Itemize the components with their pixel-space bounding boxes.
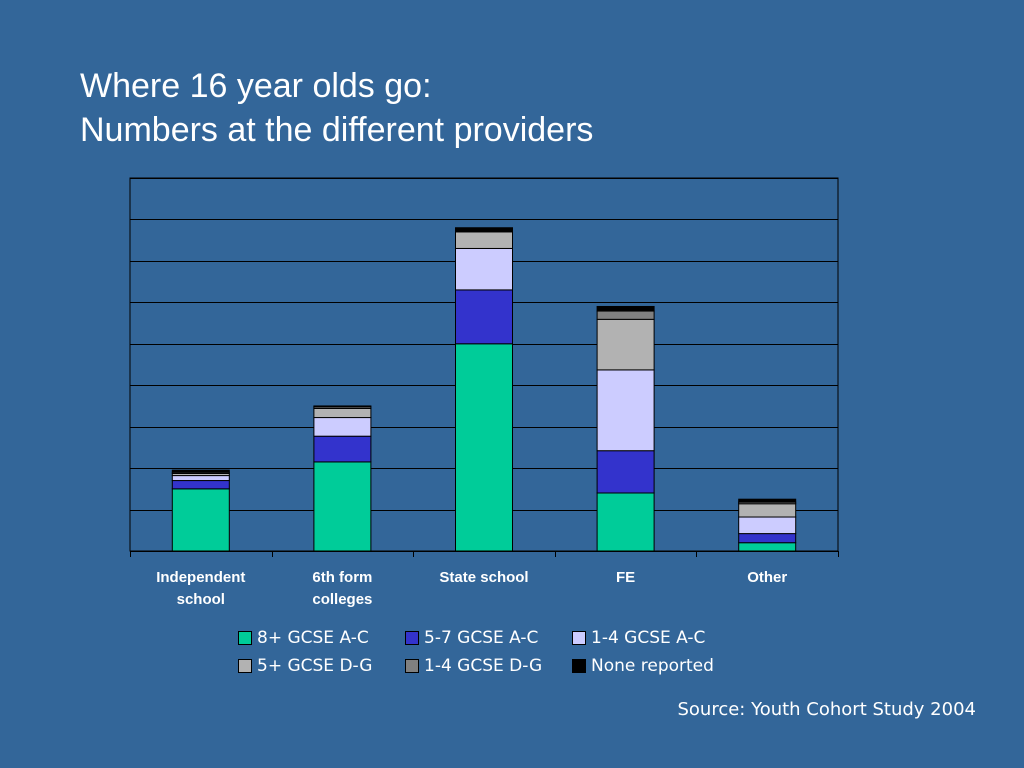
title-line-2: Numbers at the different providers	[80, 111, 594, 149]
bar-segment-2-4	[313, 407, 372, 419]
legend-label: 8+ GCSE A-C	[257, 628, 369, 648]
bar-segment-5-3	[738, 516, 797, 535]
bar-segment-4-6	[596, 305, 655, 312]
category-label-line: FE	[616, 569, 635, 586]
category-label-2: 6th form colleges	[312, 569, 372, 608]
legend-label: 1-4 GCSE D-G	[424, 656, 543, 676]
category-label-line: school	[177, 591, 225, 608]
bar-segment-1-3	[171, 475, 230, 482]
legend-label: 1-4 GCSE A-C	[591, 628, 706, 648]
category-label-3: State school	[439, 569, 528, 586]
bar-segment-5-1	[738, 542, 797, 552]
legend-item-5: 1-4 GCSE D-G	[405, 656, 572, 676]
bar-segment-1-6	[171, 469, 230, 473]
source-note: Source: Youth Cohort Study 2004	[677, 699, 976, 720]
bar-segment-4-5	[596, 310, 655, 320]
legend-swatch	[405, 659, 419, 673]
legend-swatch	[238, 659, 252, 673]
bar-segment-1-1	[171, 488, 230, 552]
category-label-5: Other	[747, 569, 787, 586]
bar-segment-2-1	[313, 461, 372, 552]
legend-item-3: 1-4 GCSE A-C	[572, 628, 742, 648]
slide-title: Where 16 year olds go: Numbers at the di…	[80, 64, 593, 152]
bar-segment-4-1	[596, 492, 655, 552]
bar-segment-4-3	[596, 369, 655, 452]
bar-segment-1-2	[171, 480, 230, 490]
chart-legend: 8+ GCSE A-C 5-7 GCSE A-C 1-4 GCSE A-C 5+ GC…	[238, 628, 742, 676]
bar-segment-2-3	[313, 417, 372, 437]
category-label-line: Independent	[156, 569, 245, 586]
legend-swatch	[238, 631, 252, 645]
bar-segment-5-4	[738, 503, 797, 518]
category-label-line: 6th form	[312, 569, 372, 586]
bar-segment-3-3	[455, 247, 513, 291]
legend-item-4: 5+ GCSE D-G	[238, 656, 405, 676]
category-label-line: State school	[439, 569, 528, 586]
category-label-1: Independent school	[156, 569, 245, 608]
legend-item-1: 8+ GCSE A-C	[238, 628, 405, 648]
legend-swatch	[405, 631, 419, 645]
bar-segment-4-2	[596, 450, 655, 494]
legend-label: None reported	[591, 656, 714, 676]
legend-swatch	[572, 659, 586, 673]
bar-segment-2-2	[313, 435, 372, 463]
category-labels: Independent school 6th form colleges State s…	[156, 569, 787, 608]
legend-label: 5+ GCSE D-G	[257, 656, 373, 676]
legend-item-2: 5-7 GCSE A-C	[405, 628, 572, 648]
bar-segment-2-6	[313, 405, 372, 408]
bar-segment-5-6	[738, 498, 797, 503]
bar-segment-4-4	[596, 318, 655, 371]
bar-segment-3-6	[455, 227, 513, 233]
bar-segment-3-4	[455, 231, 513, 249]
bar-segment-3-2	[455, 289, 513, 345]
title-line-1: Where 16 year olds go:	[80, 67, 432, 105]
axis-layer	[130, 551, 839, 557]
bars-layer	[171, 227, 797, 552]
category-label-line: colleges	[312, 591, 372, 608]
legend-item-6: None reported	[572, 656, 742, 676]
category-label-4: FE	[616, 569, 635, 586]
legend-swatch	[572, 631, 586, 645]
bar-segment-3-1	[455, 343, 513, 552]
legend-label: 5-7 GCSE A-C	[424, 628, 539, 648]
category-label-line: Other	[747, 569, 787, 586]
bar-segment-5-2	[738, 533, 797, 544]
